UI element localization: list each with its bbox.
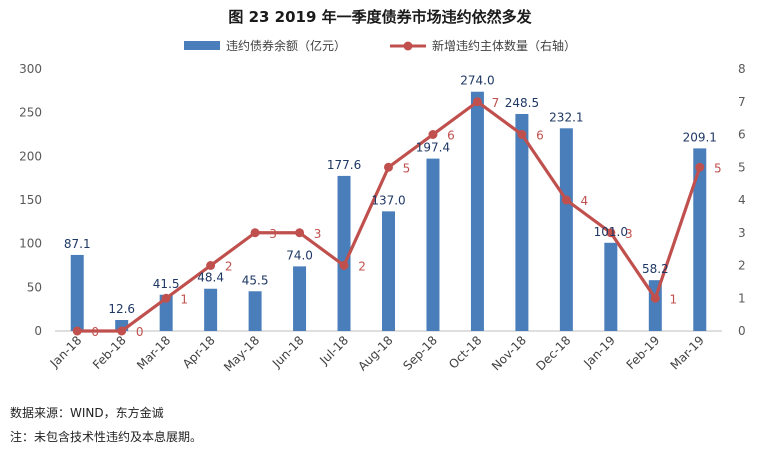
y-right-tick-label: 6 — [738, 128, 746, 142]
x-tick-label: May-18 — [221, 333, 262, 374]
x-tick-label: Jun-18 — [269, 333, 307, 371]
bar-data-label: 232.1 — [549, 110, 583, 124]
y-left-tick-label: 150 — [19, 193, 42, 207]
x-tick-label: Dec-18 — [533, 333, 573, 373]
line-point — [117, 326, 127, 336]
x-tick-label: Nov-18 — [489, 333, 529, 373]
footnote: 注：未包含技术性违约及本息展期。 — [10, 430, 203, 444]
line-point — [72, 326, 82, 336]
y-left-tick-label: 200 — [19, 149, 42, 163]
bar — [115, 319, 129, 331]
bar-data-label: 137.0 — [371, 193, 405, 207]
line-data-label: 6 — [536, 129, 544, 143]
x-tick-label: Aug-18 — [355, 333, 395, 373]
line-point — [339, 261, 349, 270]
bar — [159, 294, 173, 331]
bar-data-label: 87.1 — [64, 237, 91, 251]
line-data-label: 3 — [269, 227, 277, 241]
bar — [426, 158, 440, 331]
y-left-tick-label: 300 — [19, 62, 42, 76]
line-point — [650, 293, 660, 303]
x-tick-label: Jan-18 — [47, 333, 85, 371]
line-data-label: 0 — [136, 325, 144, 339]
bar — [337, 175, 351, 331]
line-point — [161, 293, 171, 303]
bar-data-label: 41.5 — [153, 277, 180, 291]
line-point — [295, 228, 305, 238]
data-source-note: 数据来源：WIND，东方金诚 — [10, 406, 164, 420]
x-tick-label: Feb-18 — [90, 333, 129, 372]
legend-bar-label: 违约债券余额（亿元） — [226, 38, 346, 53]
line-data-label: 1 — [669, 292, 677, 306]
x-tick-label: Mar-18 — [134, 333, 173, 372]
y-right-tick-label: 2 — [738, 259, 746, 273]
y-right-tick-label: 5 — [738, 160, 746, 174]
line-data-label: 2 — [225, 260, 233, 274]
bar-data-label: 58.2 — [642, 262, 669, 276]
line-point — [561, 195, 571, 205]
bar — [559, 128, 573, 331]
bar-data-label: 274.0 — [460, 74, 494, 88]
line-point — [250, 228, 260, 238]
line-data-label: 0 — [91, 325, 99, 339]
y-left-tick-label: 50 — [27, 280, 42, 294]
y-right-tick-label: 1 — [738, 291, 746, 305]
bar-data-label: 101.0 — [594, 225, 628, 239]
bar-data-label: 197.4 — [416, 141, 450, 155]
bar — [204, 288, 218, 331]
bar-data-label: 177.6 — [327, 158, 361, 172]
bar — [604, 242, 618, 331]
x-tick-label: Oct-18 — [446, 333, 484, 371]
line-data-label: 5 — [714, 161, 722, 175]
line-point — [384, 162, 393, 172]
line-point — [695, 162, 705, 172]
bar-data-label: 209.1 — [683, 130, 717, 144]
y-right-tick-label: 4 — [738, 193, 746, 207]
bar — [693, 148, 707, 331]
x-tick-label: Apr-18 — [180, 333, 218, 371]
legend-line-label: 新增违约主体数量（右轴） — [432, 38, 576, 53]
bar-data-label: 74.0 — [286, 248, 313, 262]
bar — [70, 254, 84, 331]
x-tick-label: Feb-19 — [624, 333, 663, 372]
bar — [382, 211, 395, 331]
y-right-tick-label: 8 — [738, 62, 746, 76]
line-data-label: 2 — [358, 260, 366, 274]
line-data-label: 3 — [625, 227, 633, 241]
line-point — [206, 261, 216, 270]
line-data-label: 4 — [581, 194, 589, 208]
line-data-label: 6 — [447, 129, 455, 143]
x-tick-label: Mar-19 — [668, 333, 707, 372]
chart-title: 图 23 2019 年一季度债券市场违约依然多发 — [228, 8, 532, 26]
line-point — [606, 228, 616, 238]
y-left-tick-label: 0 — [34, 324, 42, 338]
bar-data-label: 45.5 — [242, 273, 269, 287]
y-right-tick-label: 7 — [738, 95, 746, 109]
line-data-label: 7 — [492, 96, 500, 110]
bar — [248, 291, 262, 331]
bar-data-label: 12.6 — [108, 302, 135, 316]
line-data-label: 1 — [180, 292, 188, 306]
bar — [470, 91, 484, 331]
line-data-label: 5 — [403, 161, 411, 175]
bar-data-label: 48.4 — [197, 271, 224, 285]
y-left-tick-label: 250 — [19, 106, 42, 120]
line-data-label: 3 — [314, 227, 322, 241]
y-left-tick-label: 100 — [19, 237, 42, 251]
x-tick-label: Jan-19 — [580, 333, 618, 371]
x-tick-label: Sep-18 — [400, 333, 440, 373]
line-point — [472, 97, 482, 107]
line-point — [517, 130, 527, 139]
x-tick-label: Jul-18 — [316, 333, 351, 368]
bar-data-label: 248.5 — [505, 96, 539, 110]
bar — [293, 266, 307, 331]
y-right-tick-label: 0 — [738, 324, 746, 338]
y-right-tick-label: 3 — [738, 226, 746, 240]
bar — [515, 113, 529, 331]
legend-bar-swatch — [184, 41, 220, 50]
legend-line-marker — [403, 41, 413, 51]
line-point — [428, 130, 438, 139]
